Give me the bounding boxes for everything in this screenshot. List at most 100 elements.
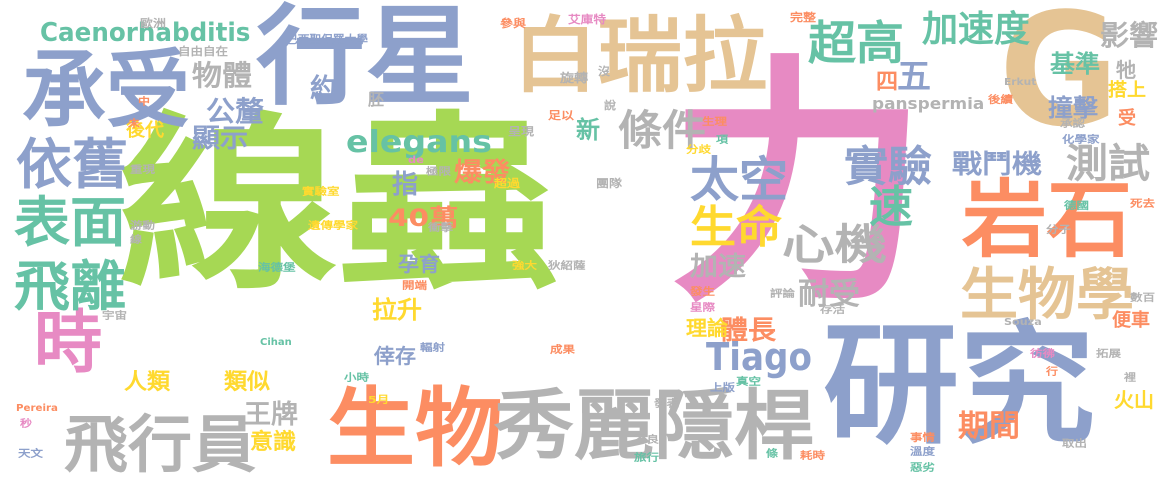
word-shuo: 說 [604,99,616,112]
word-fasheng: 發生 [690,287,715,298]
word-haoshi: 耗時 [800,451,825,462]
word-wuti: 物體 [192,59,253,92]
word-feili: 飛離 [14,255,126,318]
word-houxu: 後續 [988,95,1013,106]
word-zhong: 中 [138,97,150,108]
word-souza: Souza [1004,317,1042,328]
word-yishi: 意識 [250,430,297,455]
word-siqu: 死去 [1130,199,1155,210]
word-yijiu: 依舊 [16,133,128,196]
word-yichuanxuejia: 遺傳學家 [308,221,358,232]
word-yanshi: 岩石 [962,171,1133,269]
word-chaoguo: 超過 [494,177,520,190]
word-huaxuejia: 化學家 [1062,135,1100,146]
word-ouzhou: 歐洲 [140,17,166,30]
word-xiang: 項 [716,135,728,146]
word-wanzheng: 完整 [790,11,816,24]
word-qijian: 期間 [958,409,1020,444]
word-lilun: 理論 [686,316,728,340]
word-fushe: 輻射 [420,343,445,354]
word-wei: 未 [128,119,140,130]
word-tuandui: 團隊 [596,177,622,190]
word-tiago: Tiago [706,335,812,379]
word-yunyu: 孕育 [398,252,440,276]
word-yanjiu: 研究 [823,309,1095,463]
word-shengming: 生命 [690,202,782,253]
word-kaiduan: 開端 [402,281,427,292]
word-tiao: 條 [766,449,778,460]
word-shiqing: 事情 [910,433,935,444]
word-dishaosa: 狄紹薩 [548,261,586,272]
word-elie: 惡劣 [910,463,935,474]
word-shubai: 數百 [1130,293,1155,304]
word-youdong: 游動 [130,221,155,232]
word-ceshi: 測試 [1066,141,1150,187]
word-shiyanshi: 實驗室 [302,187,340,198]
word-yuzhou: 宇宙 [102,311,127,322]
word-miao: 秒 [20,419,32,430]
word-shangban: 上版 [710,383,735,394]
word-lasheng: 拉升 [372,296,422,324]
word-bianche: 便車 [1112,310,1150,331]
word-biaomian: 表面 [14,191,126,254]
word-fangfu: 彷彿 [1030,349,1055,360]
word-cunhuo: 存活 [820,305,845,316]
word-g: G [999,0,1120,161]
word-houdai: 後代 [126,120,164,141]
word-shi: 時 [34,304,103,383]
word-zhi: 指 [392,170,419,200]
word-jiasudu: 加速度 [922,9,1031,50]
word-xinji: 心機 [782,220,888,269]
word-qiangda: 強大 [512,261,537,272]
word-yue: 約 [310,74,337,104]
word-chaogao: 超高 [808,16,904,70]
word-fabiao: 發表 [654,399,679,410]
word-40wan: 40萬 [388,204,459,232]
word-wangpai: 王牌 [244,400,299,430]
word-taikong: 太空 [690,152,789,208]
word-li: 力 [668,35,928,337]
word-caenorhabditis: Caenorhabditis [40,18,251,48]
word-chengren: 承認 [1060,119,1085,130]
word-xin: 新 [576,116,600,144]
word-shengwuxue: 生物學 [960,263,1134,328]
word-deguo: 德國 [1064,201,1089,212]
word-shengli: 生理 [702,117,727,128]
word-yingxiang: 影響 [1100,19,1159,52]
word-feixingyuan: 飛行員 [64,408,257,481]
word-de: de [408,155,424,166]
word-5yue: 5月 [368,395,390,406]
word-jizhun: 基準 [1050,50,1100,78]
word-zhuangji: 撞擊 [1048,94,1098,122]
word-jiasu: 加速 [690,252,747,282]
word-tiaojian: 條件 [618,106,707,155]
word-pei: 胚 [368,90,385,109]
word-shiyan: 實驗 [844,142,933,191]
word-xian: 線 [130,235,142,246]
word-huoshan: 火山 [1114,388,1154,412]
word-xianchong: 線蟲 [118,96,558,315]
word-canyu: 參與 [500,17,526,30]
word-buliang: 不良 [634,435,659,446]
word-mei: 沒 [598,65,610,78]
word-elegans: elegans [346,125,492,160]
word-yingan: 隱桿 [654,381,814,470]
word-fenzi: 分子 [1046,225,1071,236]
word-wu: 五 [897,57,931,97]
word-chongxian: 重現 [130,165,155,176]
word-shengwu: 生物 [327,379,503,479]
word-ziyou: 自由自在 [178,45,228,58]
word-xiuli: 秀麗 [494,381,654,470]
word-si: 四 [876,70,899,95]
word-tuozhan: 拓展 [1096,349,1121,360]
word-gongli: 公釐 [206,95,265,128]
word-li2: 裡 [1124,373,1136,384]
word-baxi: 巴西聖保羅大學 [286,33,368,46]
word-fenqi: 分歧 [686,145,711,156]
word-renlei: 人類 [124,370,171,395]
word-erkut: Erkut [1004,77,1037,88]
word-quchu: 取出 [1062,439,1087,450]
word-pereira: Pereira [16,403,58,414]
word-naishou: 耐受 [798,277,860,312]
